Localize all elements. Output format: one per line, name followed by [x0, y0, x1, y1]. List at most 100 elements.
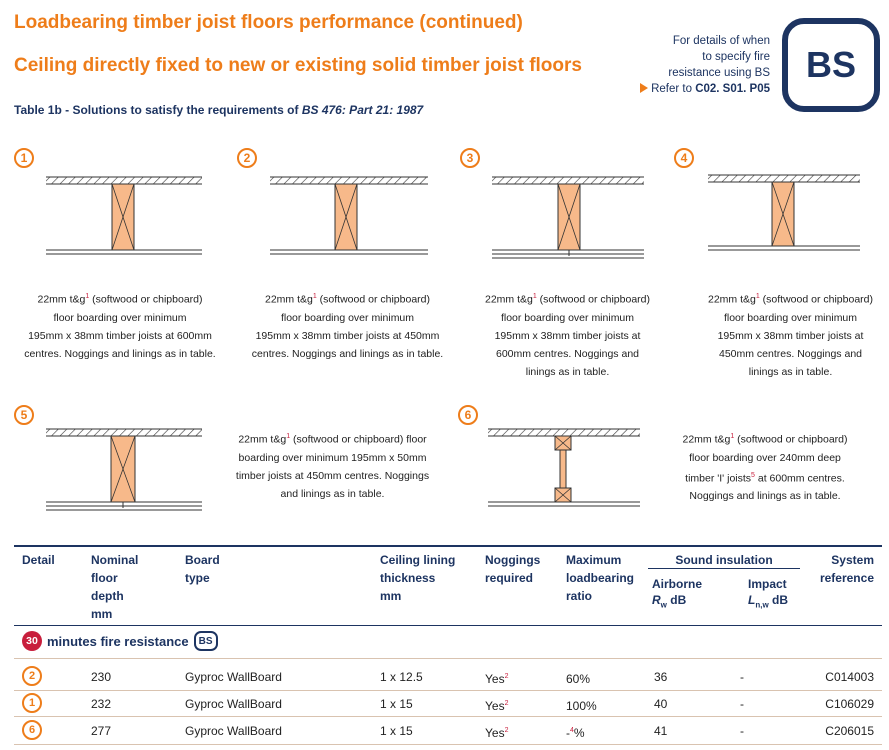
header-line: type — [185, 571, 210, 585]
section-rule — [14, 625, 882, 626]
cell-airborne: 40 — [654, 697, 668, 711]
impact-subscript: n,w — [755, 600, 769, 610]
noggings-value: Yes — [485, 699, 505, 713]
details-note-refer: Refer to C02. S01. P05 — [612, 81, 770, 97]
header-line: Ln,w dB — [748, 592, 788, 613]
header-line: Ceiling lining — [380, 553, 456, 567]
table-caption: Table 1b - Solutions to satisfy the requ… — [14, 103, 423, 117]
detail-number-badge: 1 — [14, 148, 34, 168]
details-note-line: resistance using BS — [668, 67, 770, 79]
header-line: Nominal — [91, 553, 139, 567]
impact-unit: dB — [768, 593, 789, 607]
cell-ceiling: 1 x 12.5 — [380, 670, 423, 684]
description-line: 195mm x 38mm timber joists at — [717, 329, 864, 342]
description-line: 600mm centres. Noggings and — [496, 347, 639, 360]
minutes-badge: 30 — [22, 631, 42, 651]
cell-ratio: -4% — [566, 724, 585, 740]
detail-5-diagram — [46, 428, 202, 511]
description-line: centres. Noggings and linings as in tabl… — [24, 347, 216, 360]
cell-system-ref: C014003 — [825, 670, 874, 684]
cell-airborne: 36 — [654, 670, 668, 684]
description-line: 195mm x 38mm timber joists at — [494, 329, 641, 342]
description-line: centres. Noggings and linings as in tabl… — [251, 347, 444, 360]
header-line: mm — [380, 589, 402, 603]
row-detail-badge: 1 — [22, 693, 42, 713]
sound-insulation-rule — [648, 568, 800, 569]
header-line: depth — [91, 589, 124, 603]
header-line: loadbearing — [566, 571, 635, 585]
description-line: floor boarding over minimum — [53, 311, 187, 324]
cell-depth: 230 — [91, 670, 112, 684]
detail-number-badge: 4 — [674, 148, 694, 168]
cell-ceiling: 1 x 15 — [380, 724, 413, 738]
bs-badge-logo: BS — [782, 18, 880, 112]
ratio-suffix: % — [573, 726, 585, 740]
details-note-line: to specify fire — [702, 51, 770, 63]
header-ceiling-lining: Ceiling lining thickness mm — [380, 551, 455, 605]
description-line: timber 'I' joists5 at 600mm centres. — [685, 471, 845, 485]
header-airborne: Airborne Rw dB — [652, 576, 702, 613]
description-line: floor boarding over minimum — [280, 311, 415, 324]
cell-ceiling: 1 x 15 — [380, 697, 413, 711]
cell-board: Gyproc WallBoard — [185, 697, 282, 711]
header-sound-insulation: Sound insulation — [675, 553, 773, 567]
header-max-loadbearing: Maximum loadbearing ratio — [566, 551, 634, 605]
row-detail-badge: 6 — [22, 720, 42, 740]
header-line: Noggings — [485, 553, 541, 567]
footnote-ref: 1 — [312, 293, 317, 300]
header-nominal-depth: Nominal floor depth mm — [91, 551, 138, 623]
header-line: Airborne — [652, 577, 703, 591]
detail-1-description: 22mm t&g1 (softwood or chipboard) floor … — [10, 288, 230, 363]
footnote-ref: 5 — [751, 471, 755, 479]
airborne-symbol: R — [652, 593, 661, 607]
row-detail-badge: 2 — [22, 666, 42, 686]
row-divider — [14, 658, 882, 659]
cell-system-ref: C206015 — [825, 724, 874, 738]
bs-small-badge: BS — [193, 631, 218, 651]
header-line: Maximum — [566, 553, 622, 567]
description-line: 195mm x 38mm timber joists at 450mm — [255, 329, 440, 342]
detail-4-diagram — [708, 174, 860, 251]
cell-impact: - — [740, 670, 744, 684]
description-line: timber joists at 450mm centres. Noggings — [235, 469, 430, 482]
ratio-value: - — [566, 726, 570, 740]
header-line: ratio — [566, 589, 593, 603]
ratio-value: 60% — [566, 672, 591, 686]
detail-6-description: 22mm t&g1 (softwood or chipboard) floor … — [660, 428, 870, 505]
noggings-value: Yes — [485, 726, 505, 740]
table-caption-standard: BS 476: Part 21: 1987 — [301, 103, 424, 117]
footnote-ref: 4 — [570, 727, 574, 734]
cell-board: Gyproc WallBoard — [185, 670, 282, 684]
description-line: linings as in table. — [525, 365, 610, 378]
airborne-subscript: w — [660, 600, 667, 610]
footnote-ref: 1 — [532, 293, 537, 300]
cell-board: Gyproc WallBoard — [185, 724, 282, 738]
cell-noggings: Yes2 — [485, 724, 508, 740]
header-noggings: Noggings required — [485, 551, 540, 587]
footnote-ref: 2 — [504, 673, 509, 680]
header-line: System — [831, 553, 874, 567]
detail-2-diagram — [270, 176, 428, 255]
description-line: 22mm t&g1 (softwood or chipboard) — [265, 293, 430, 306]
detail-number-badge: 6 — [458, 405, 478, 425]
footnote-ref: 2 — [504, 700, 509, 707]
page-title: Loadbearing timber joist floors performa… — [14, 12, 523, 33]
description-line: 22mm t&g1 (softwood or chipboard) — [485, 293, 650, 306]
arrow-right-icon — [640, 83, 649, 93]
detail-3-diagram — [492, 176, 644, 259]
description-line: linings as in table. — [748, 365, 833, 378]
detail-6-diagram — [488, 428, 640, 507]
header-line: thickness — [380, 571, 436, 585]
details-note-line: For details of when — [672, 35, 770, 47]
cell-impact: - — [740, 697, 744, 711]
cell-noggings: Yes2 — [485, 697, 508, 713]
description-line: 195mm x 38mm timber joists at 600mm — [28, 329, 212, 342]
detail-3-description: 22mm t&g1 (softwood or chipboard) floor … — [455, 288, 680, 381]
cell-noggings: Yes2 — [485, 670, 508, 686]
refer-link[interactable]: C02. S01. P05 — [695, 83, 770, 95]
footnote-ref: 1 — [286, 433, 291, 440]
impact-symbol: L — [748, 593, 756, 607]
header-impact: Impact Ln,w dB — [748, 576, 788, 613]
description-line: floor boarding over minimum — [500, 311, 635, 324]
table-caption-prefix: Table 1b - Solutions to satisfy the requ… — [14, 103, 302, 117]
